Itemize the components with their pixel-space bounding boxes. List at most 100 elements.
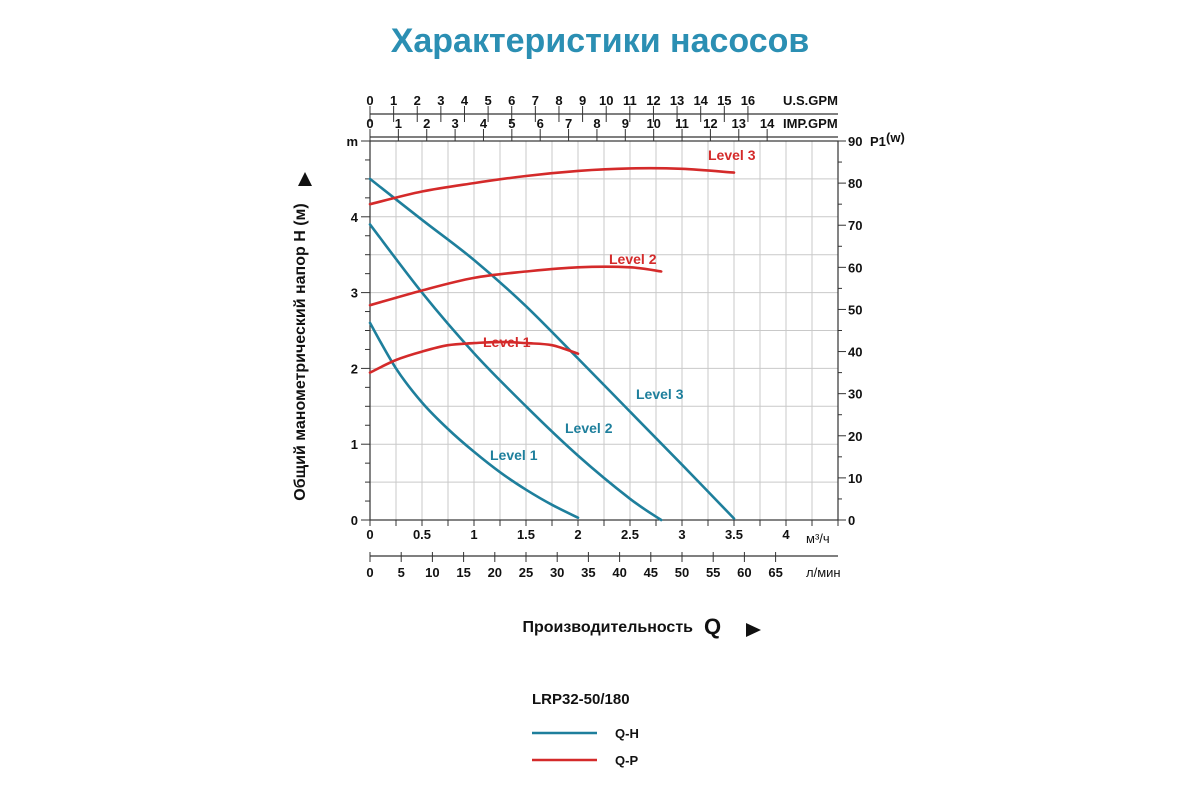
bottom-axes: 0 0.5 1 1.5 2 2.5 3 3.5 4 м³/ч 0 5 10 15 20 25 30 35 40 45 5… xyxy=(366,520,841,580)
legend-title: LRP32-50/180 xyxy=(532,691,630,708)
x-tick-label: 0.5 xyxy=(413,527,431,542)
lpm-tick-label: 25 xyxy=(519,565,533,580)
page-title: Характеристики насосов xyxy=(390,22,810,60)
y2-tick-label: 0 xyxy=(848,513,855,528)
us-gpm-unit: U.S.GPM xyxy=(783,93,838,108)
legend-label-q-p: Q-P xyxy=(615,753,638,768)
us-gpm-tick-label: 13 xyxy=(670,93,684,108)
y2-label: P1 xyxy=(870,134,886,149)
y-axis-head: 0 1 2 3 4 m xyxy=(346,134,370,528)
y-tick-label: 3 xyxy=(351,286,358,301)
curve-labels: Level 1 Level 2 Level 3 Level 1 Level 2 Level… xyxy=(483,147,756,463)
lpm-tick-label: 0 xyxy=(366,565,373,580)
us-gpm-tick-label: 3 xyxy=(437,93,444,108)
x-tick-label: 4 xyxy=(782,527,790,542)
y-tick-label: 2 xyxy=(351,361,358,376)
curve-q-p-level-1 xyxy=(368,340,580,374)
curve-label-q-p-level-2: Level 2 xyxy=(609,251,657,267)
imp-gpm-tick-label: 1 xyxy=(395,116,402,131)
imp-gpm-tick-label: 13 xyxy=(732,116,746,131)
x-tick-label: 3.5 xyxy=(725,527,743,542)
y-tick-label: 4 xyxy=(351,210,359,225)
legend-label-q-h: Q-H xyxy=(615,726,639,741)
x-unit: м³/ч xyxy=(806,531,830,546)
imp-gpm-tick-label: 6 xyxy=(537,116,544,131)
y2-tick-label: 40 xyxy=(848,345,862,360)
curve-label-q-h-level-1: Level 1 xyxy=(490,447,538,463)
us-gpm-tick-label: 14 xyxy=(693,93,708,108)
imp-gpm-tick-label: 7 xyxy=(565,116,572,131)
curve-label-q-h-level-2: Level 2 xyxy=(565,420,613,436)
y2-tick-label: 90 xyxy=(848,134,862,149)
curve-q-p-level-2 xyxy=(368,265,663,307)
lpm-tick-label: 40 xyxy=(612,565,626,580)
y2-tick-label: 70 xyxy=(848,218,862,233)
us-gpm-tick-label: 0 xyxy=(366,93,373,108)
us-gpm-tick-label: 5 xyxy=(484,93,491,108)
lpm-tick-label: 65 xyxy=(768,565,782,580)
us-gpm-tick-label: 2 xyxy=(414,93,421,108)
curve-label-q-p-level-1: Level 1 xyxy=(483,334,531,350)
imp-gpm-unit: IMP.GPM xyxy=(783,116,838,131)
us-gpm-tick-label: 6 xyxy=(508,93,515,108)
curve-q-h-level-3 xyxy=(368,177,736,520)
us-gpm-tick-label: 15 xyxy=(717,93,731,108)
y-axis-title: Общий манометрический напор H (м) xyxy=(292,203,309,500)
y2-tick-label: 20 xyxy=(848,429,862,444)
x-tick-label: 1 xyxy=(470,527,477,542)
x-tick-label: 0 xyxy=(366,527,373,542)
y-axis-arrow-icon xyxy=(298,172,312,186)
imp-gpm-tick-label: 4 xyxy=(480,116,488,131)
imp-gpm-tick-label: 2 xyxy=(423,116,430,131)
y-tick-label: 1 xyxy=(351,437,358,452)
lpm-tick-label: 60 xyxy=(737,565,751,580)
lpm-tick-label: 45 xyxy=(644,565,658,580)
y-tick-label: 0 xyxy=(351,513,358,528)
y-axis-power: 0 10 20 30 40 50 60 70 80 90 P1 (w) xyxy=(838,130,905,528)
lpm-tick-label: 15 xyxy=(456,565,470,580)
us-gpm-tick-label: 12 xyxy=(646,93,660,108)
curve-q-h-level-1 xyxy=(368,321,580,519)
y2-tick-label: 10 xyxy=(848,471,862,486)
lpm-tick-label: 35 xyxy=(581,565,595,580)
lpm-tick-label: 10 xyxy=(425,565,439,580)
imp-gpm-tick-label: 8 xyxy=(593,116,600,131)
axis-titles: Общий манометрический напор H (м) Произво… xyxy=(292,172,761,639)
lpm-tick-label: 20 xyxy=(488,565,502,580)
us-gpm-tick-label: 11 xyxy=(623,93,637,108)
lpm-unit: л/мин xyxy=(806,565,841,580)
x-axis-arrow-icon xyxy=(746,623,761,637)
x-tick-label: 2 xyxy=(574,527,581,542)
x-axis-title: Производительность xyxy=(522,619,693,636)
us-gpm-tick-label: 8 xyxy=(555,93,562,108)
us-gpm-tick-label: 7 xyxy=(532,93,539,108)
curve-label-q-h-level-3: Level 3 xyxy=(636,386,684,402)
chart-grid xyxy=(370,141,838,520)
lpm-tick-label: 50 xyxy=(675,565,689,580)
y2-tick-label: 50 xyxy=(848,302,862,317)
imp-gpm-tick-label: 14 xyxy=(760,116,775,131)
imp-gpm-tick-label: 3 xyxy=(451,116,458,131)
us-gpm-tick-label: 10 xyxy=(599,93,613,108)
lpm-tick-label: 5 xyxy=(398,565,405,580)
imp-gpm-tick-label: 9 xyxy=(622,116,629,131)
y2-tick-label: 60 xyxy=(848,260,862,275)
imp-gpm-tick-label: 5 xyxy=(508,116,515,131)
y-unit: m xyxy=(346,134,358,149)
lpm-tick-label: 30 xyxy=(550,565,564,580)
x-tick-label: 1.5 xyxy=(517,527,535,542)
curve-label-q-p-level-3: Level 3 xyxy=(708,147,756,163)
us-gpm-tick-label: 4 xyxy=(461,93,469,108)
us-gpm-tick-label: 9 xyxy=(579,93,586,108)
us-gpm-tick-label: 16 xyxy=(741,93,755,108)
imp-gpm-tick-label: 0 xyxy=(366,116,373,131)
curve-q-p-level-3 xyxy=(368,166,736,206)
x-tick-label: 3 xyxy=(678,527,685,542)
lpm-tick-label: 55 xyxy=(706,565,720,580)
y2-tick-label: 80 xyxy=(848,176,862,191)
x-tick-label: 2.5 xyxy=(621,527,639,542)
imp-gpm-tick-label: 12 xyxy=(703,116,717,131)
y2-tick-label: 30 xyxy=(848,387,862,402)
